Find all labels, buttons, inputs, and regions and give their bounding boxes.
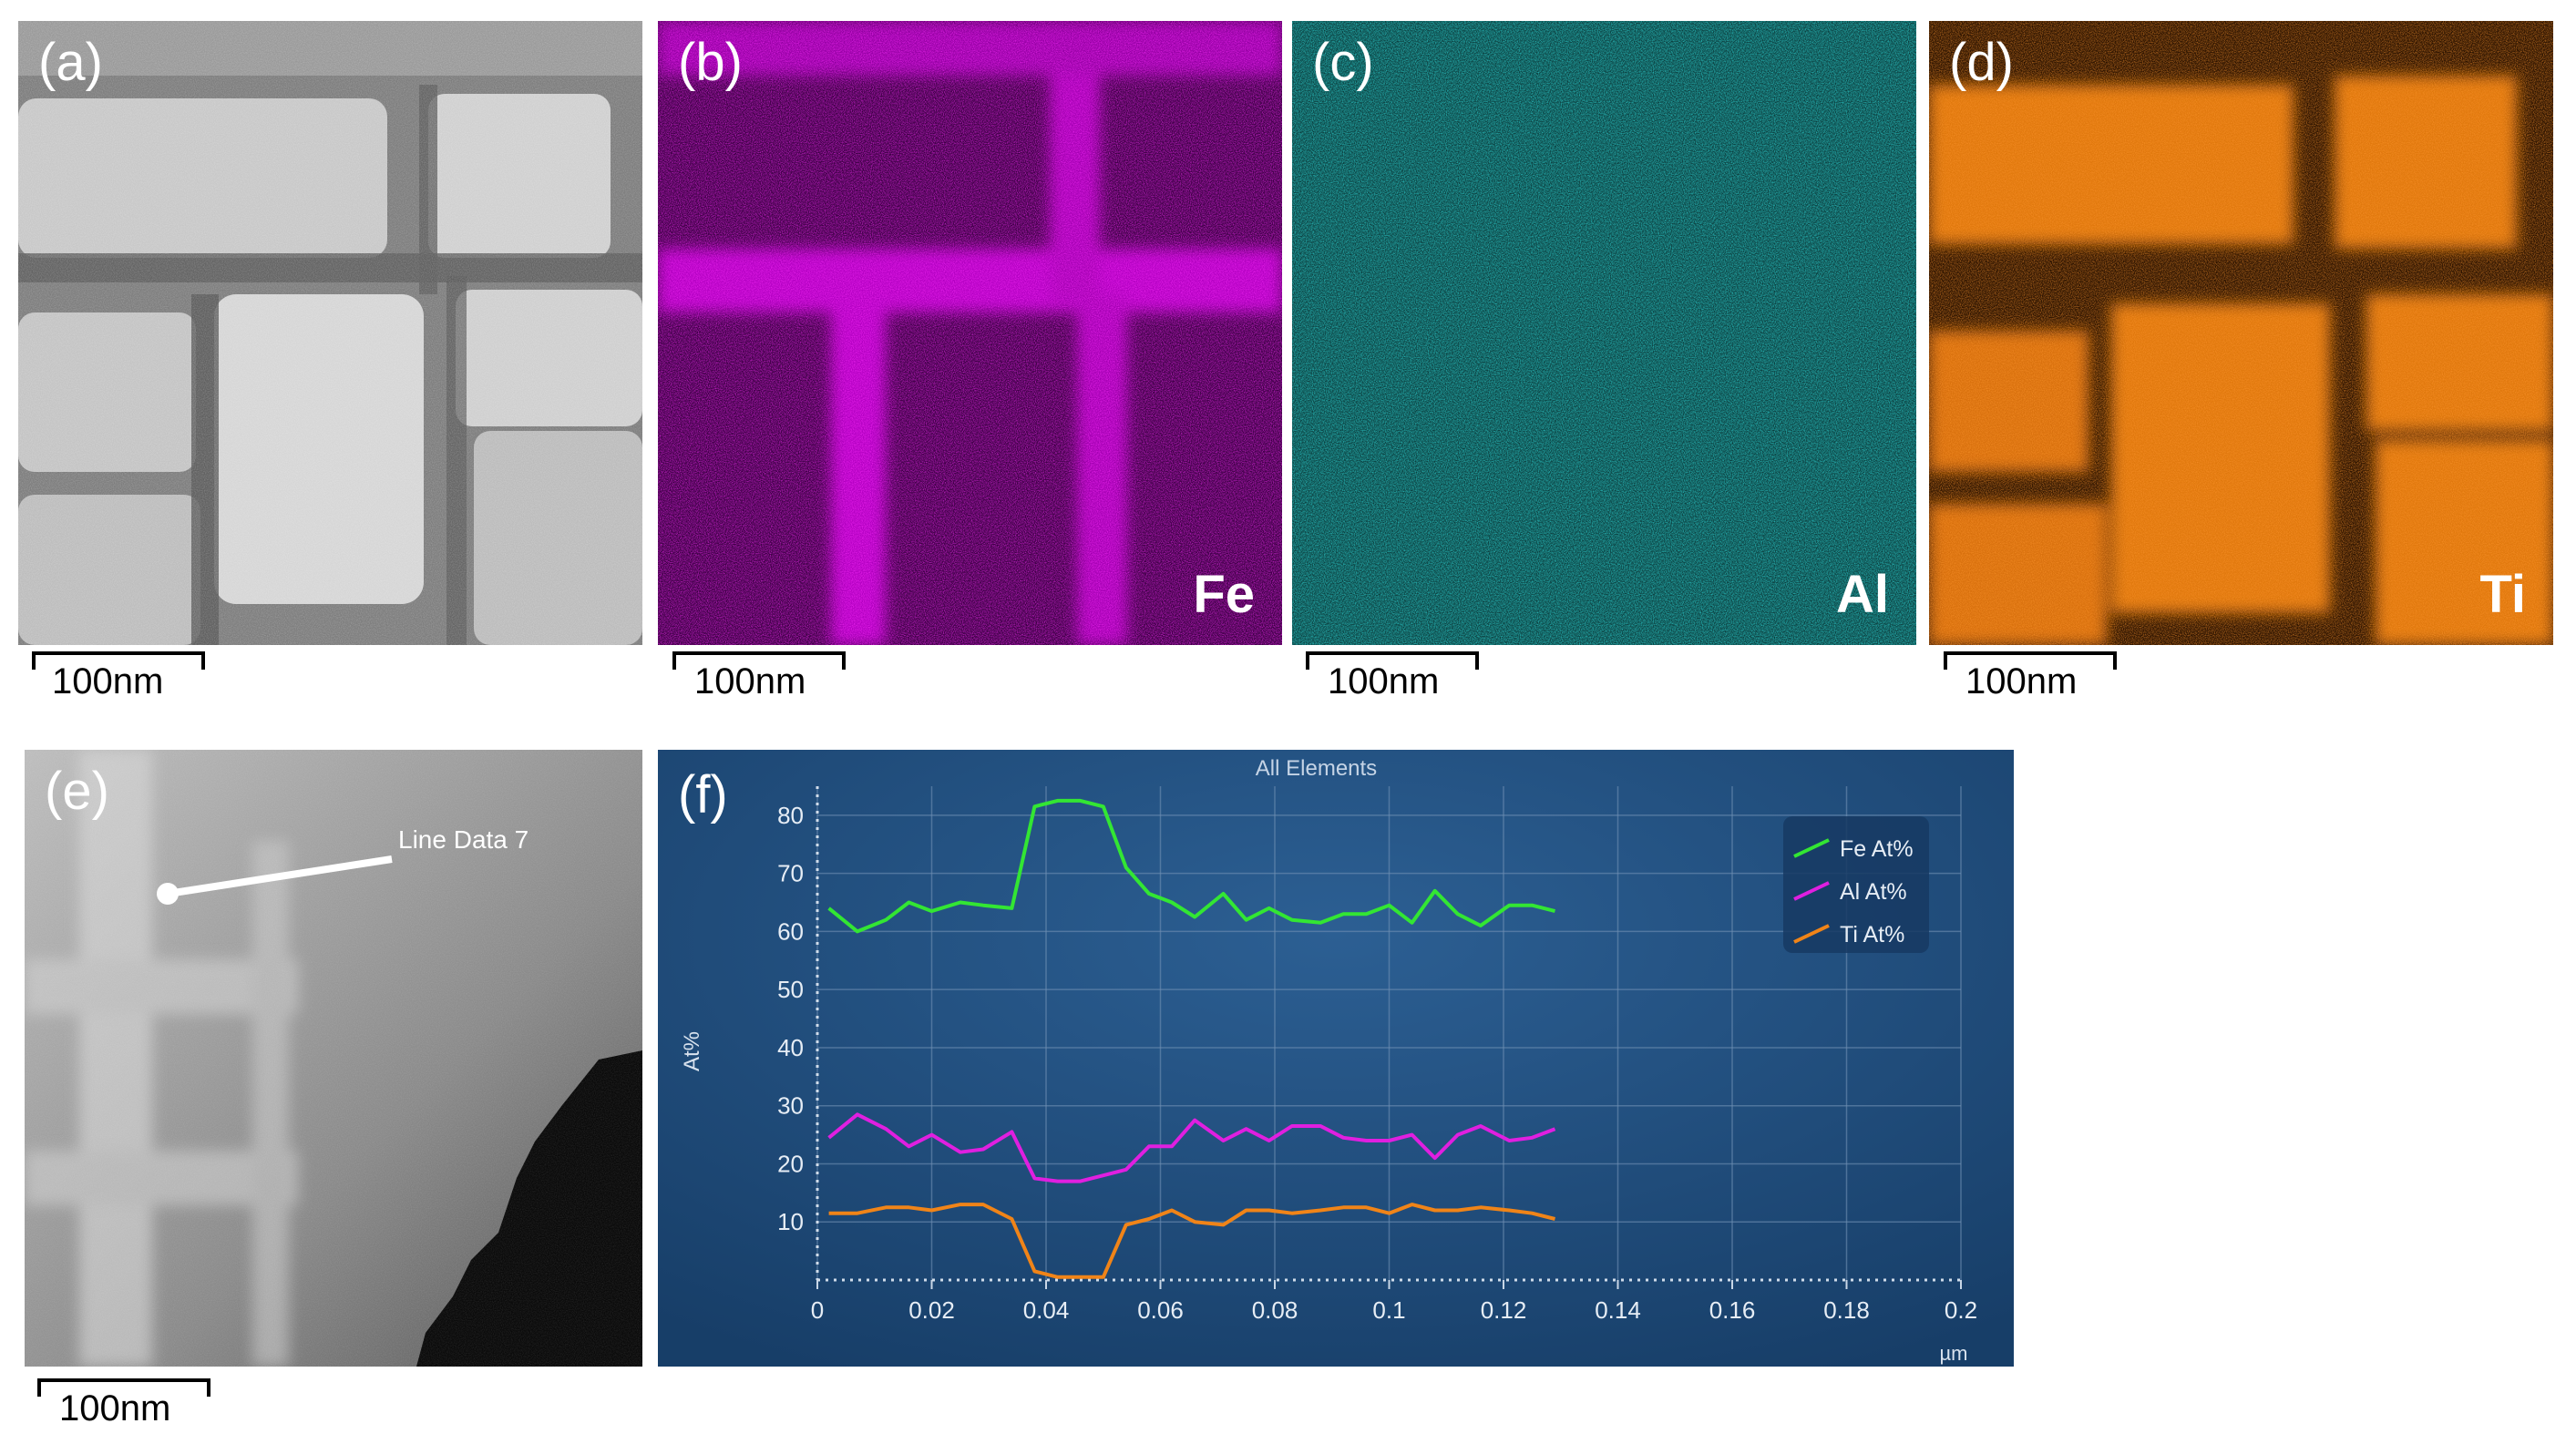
x-tick-label: 0.12 bbox=[1481, 1296, 1527, 1324]
chart-title: All Elements bbox=[1256, 756, 1377, 781]
y-tick-label: 10 bbox=[777, 1208, 804, 1235]
panel-b-scale-text: 100nm bbox=[694, 661, 806, 702]
y-tick-label: 20 bbox=[777, 1150, 804, 1177]
x-tick-label: 0.2 bbox=[1945, 1296, 1977, 1324]
panel-e-haadf-image: (e) Line Data 7 bbox=[25, 750, 642, 1367]
panel-f-line-profile: All Elements 0 0.02 0.04 0.06 0.08 0.1 0.12 0.14… bbox=[658, 750, 2014, 1367]
line-scan-marker bbox=[167, 855, 393, 897]
y-tick-label: 40 bbox=[777, 1034, 804, 1061]
panel-e-scale-text: 100nm bbox=[59, 1388, 171, 1429]
panel-d-scalebar bbox=[1944, 651, 2117, 670]
panel-b-label: (b) bbox=[678, 33, 743, 92]
x-tick-label: 0.04 bbox=[1023, 1296, 1070, 1324]
y-tick-label: 30 bbox=[777, 1092, 804, 1120]
legend-swatch bbox=[1793, 924, 1830, 944]
y-tick-label: 70 bbox=[777, 860, 804, 887]
panel-d-ti-map: (d) Ti bbox=[1929, 21, 2553, 645]
legend-entry: Ti At% bbox=[1840, 922, 1904, 947]
panel-e-scalebar bbox=[37, 1378, 210, 1397]
x-tick-label: 0.02 bbox=[908, 1296, 955, 1324]
line-scan-label: Line Data 7 bbox=[398, 825, 529, 854]
x-tick-label: 0 bbox=[811, 1296, 824, 1324]
panel-c-al-map: (c) Al bbox=[1292, 21, 1916, 645]
panel-d-label: (d) bbox=[1949, 33, 2014, 92]
panel-a-scalebar bbox=[32, 651, 205, 670]
x-axis-label: µm bbox=[1939, 1342, 1967, 1365]
legend-swatch bbox=[1793, 881, 1830, 901]
panel-c-element-label: Al bbox=[1836, 565, 1889, 624]
x-tick-label: 0.14 bbox=[1595, 1296, 1641, 1324]
panel-a-scale-text: 100nm bbox=[52, 661, 164, 702]
panel-b-element-label: Fe bbox=[1193, 565, 1255, 624]
legend-swatch bbox=[1793, 838, 1830, 858]
x-tick-label: 0.18 bbox=[1823, 1296, 1870, 1324]
panel-e-micrograph bbox=[25, 750, 642, 1367]
ti-series-line bbox=[828, 1203, 1555, 1279]
panel-e-label: (e) bbox=[45, 762, 109, 821]
legend-entry: Al At% bbox=[1840, 879, 1907, 905]
legend-entry: Fe At% bbox=[1840, 836, 1914, 862]
panel-b-map-image bbox=[658, 21, 1282, 645]
panel-b-fe-map: (b) Fe bbox=[658, 21, 1282, 645]
y-tick-label: 60 bbox=[777, 917, 804, 945]
panel-c-scalebar bbox=[1306, 651, 1479, 670]
panel-a-micrograph bbox=[18, 21, 642, 645]
x-tick-label: 0.06 bbox=[1137, 1296, 1184, 1324]
panel-c-scale-text: 100nm bbox=[1328, 661, 1440, 702]
panel-c-map-image bbox=[1292, 21, 1916, 645]
fe-series-line bbox=[827, 798, 1555, 934]
panel-f-label: (f) bbox=[678, 765, 728, 824]
panel-d-map-image bbox=[1929, 21, 2553, 645]
panel-d-element-label: Ti bbox=[2479, 565, 2527, 624]
panel-b-scalebar bbox=[672, 651, 846, 670]
y-axis-label: At% bbox=[680, 1031, 704, 1071]
x-tick-label: 0.08 bbox=[1252, 1296, 1298, 1324]
panel-a-tem-image: (a) bbox=[18, 21, 642, 645]
line-scan-start-dot bbox=[157, 883, 179, 905]
panel-c-label: (c) bbox=[1312, 33, 1374, 92]
panel-a-label: (a) bbox=[38, 33, 103, 92]
y-tick-label: 50 bbox=[777, 976, 804, 1003]
x-tick-label: 0.1 bbox=[1372, 1296, 1405, 1324]
al-series-line bbox=[827, 1112, 1556, 1183]
x-tick-label: 0.16 bbox=[1709, 1296, 1756, 1324]
panel-d-scale-text: 100nm bbox=[1965, 661, 2078, 702]
line-profile-chart: All Elements 0 0.02 0.04 0.06 0.08 0.1 0.12 0.14… bbox=[658, 750, 2014, 1367]
y-tick-label: 80 bbox=[777, 802, 804, 829]
legend-box bbox=[1783, 816, 1929, 953]
